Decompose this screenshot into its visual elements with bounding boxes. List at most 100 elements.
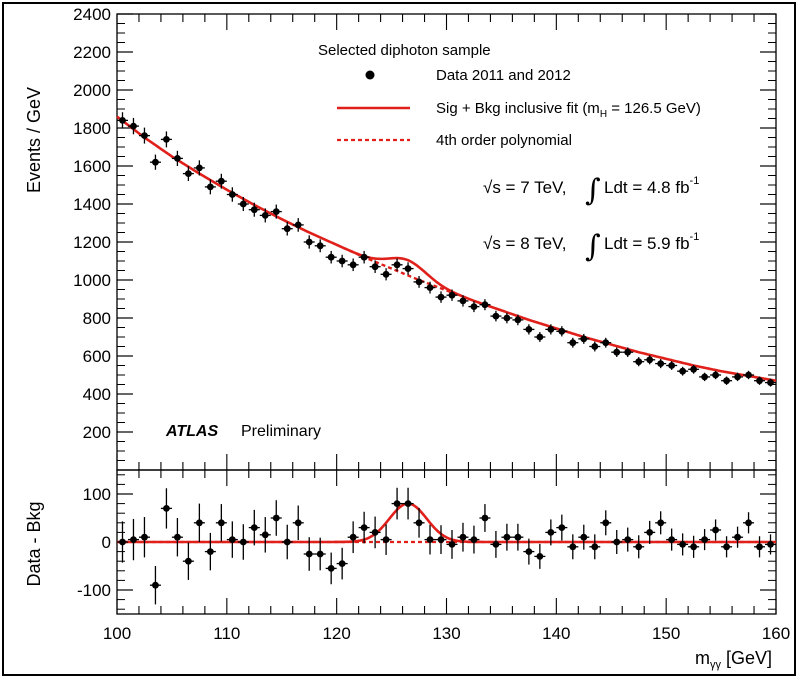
main-y-axis-title: Events / GeV — [24, 87, 44, 193]
residual-point-marker — [591, 543, 599, 551]
data-point-marker — [415, 278, 423, 286]
x-tick-label: 130 — [432, 624, 460, 643]
atlas-label: ATLAS — [165, 423, 218, 440]
data-point-marker — [305, 238, 313, 246]
residual-point-marker — [657, 519, 665, 527]
residual-point-marker — [239, 538, 247, 546]
residual-signal-line — [117, 502, 776, 544]
residual-point-marker — [580, 533, 588, 541]
lumi-annotation-8tev: √s = 8 TeV, ∫ Ldt = 5.9 fb-1 — [483, 229, 699, 264]
lumi-8tev-energy: √s = 8 TeV, — [483, 234, 567, 253]
main-panel: 200 400 600 800 1000 1200 1400 1600 1800 2000 2200… — [24, 5, 777, 471]
data-point-marker — [525, 326, 533, 333]
signal-plus-background-curve — [116, 115, 777, 382]
legend-data-label: Data 2011 and 2012 — [436, 67, 571, 84]
legend-bkg-label: 4th order polynomial — [436, 132, 572, 149]
data-point-marker — [437, 293, 445, 301]
residual-point-marker — [701, 536, 709, 543]
data-point-marker — [591, 343, 599, 350]
residual-point-marker — [756, 543, 763, 551]
data-point-marker — [382, 270, 390, 278]
main-y-ticks: 200 400 600 800 1000 1200 1400 1600 1800 2000 2200… — [73, 5, 776, 461]
data-point-marker — [514, 316, 522, 324]
residual-x-ticks: 100 110 120 130 140 150 160 — [103, 470, 790, 643]
legend: Selected diphoton sample Data 2011 and 2… — [318, 42, 701, 149]
residual-point-marker — [525, 548, 533, 555]
legend-data-marker — [365, 70, 375, 80]
residual-point-marker — [426, 536, 434, 543]
legend-fit-label-sub: H — [600, 109, 607, 120]
data-point-marker — [503, 314, 511, 322]
residual-panel: -100 0 100 100 110 120 130 140 150 160 Data - Bk… — [24, 469, 790, 671]
data-point-marker — [393, 261, 401, 269]
signal-plus-background-fit-line — [116, 115, 777, 382]
x-axis-title-sub: γγ — [710, 659, 722, 671]
legend-fit-label: Sig + Bkg inclusive fit (mH = 126.5 GeV) — [436, 100, 701, 120]
main-y-tick-label: 2000 — [73, 81, 111, 100]
data-point-marker — [580, 335, 588, 343]
data-point-marker — [327, 253, 335, 261]
residual-point-marker — [206, 548, 214, 555]
residual-point-marker — [360, 524, 368, 531]
residual-point-marker — [690, 543, 698, 551]
residual-point-marker — [569, 543, 577, 551]
residual-point-marker — [382, 536, 390, 543]
residual-point-marker — [217, 519, 225, 527]
residual-point-marker — [481, 514, 489, 522]
residual-point-marker — [734, 533, 741, 541]
main-y-tick-label: 400 — [83, 385, 111, 404]
residual-y-axis-title: Data - Bkg — [24, 501, 44, 586]
lumi-8tev-value: Ldt = 5.9 fb-1 — [604, 231, 699, 253]
x-axis-title-prefix: m — [695, 648, 710, 668]
residual-y-ticks: -100 0 100 — [77, 474, 776, 610]
main-y-tick-label: 200 — [83, 423, 111, 442]
data-point-marker — [558, 327, 566, 335]
residual-point-marker — [459, 533, 467, 541]
residual-point-marker — [536, 553, 544, 560]
residual-point-marker — [679, 541, 687, 548]
lumi-7tev-text: Ldt = 4.8 fb — [604, 178, 690, 197]
data-point-marker — [470, 303, 478, 310]
x-axis-title: mγγ [GeV] — [695, 648, 772, 671]
residual-point-marker — [437, 536, 445, 543]
data-point-marker — [130, 122, 137, 130]
data-point-marker — [701, 373, 709, 381]
residual-point-marker — [470, 536, 478, 543]
main-x-ticks — [116, 14, 777, 470]
data-point-marker — [646, 356, 654, 364]
residual-point-marker — [492, 541, 500, 548]
residual-point-marker — [613, 538, 621, 546]
residual-point-marker — [272, 514, 280, 522]
data-point-marker — [459, 297, 467, 305]
x-tick-label: 160 — [762, 624, 790, 643]
residual-point-marker — [646, 529, 654, 536]
residual-point-marker — [152, 581, 159, 589]
data-point-marker — [723, 377, 730, 385]
main-y-tick-label: 1800 — [73, 119, 111, 138]
data-point-marker — [657, 360, 665, 367]
residual-point-marker — [602, 519, 610, 527]
data-point-marker — [712, 371, 719, 379]
main-y-tick-label: 1400 — [73, 195, 111, 214]
data-point-marker — [404, 265, 412, 272]
data-point-marker — [163, 136, 170, 143]
main-y-tick-label: 1200 — [73, 233, 111, 252]
residual-point-marker — [338, 560, 346, 567]
residual-point-marker — [174, 533, 181, 541]
data-point-marker — [602, 339, 610, 347]
data-point-marker — [536, 333, 544, 341]
residual-point-marker — [668, 536, 676, 543]
residual-point-marker — [195, 519, 203, 527]
main-y-tick-label: 800 — [83, 309, 111, 328]
residual-signal-curve — [117, 502, 776, 544]
x-tick-label: 110 — [213, 624, 240, 643]
residual-point-marker — [294, 519, 302, 527]
data-point-marker — [668, 362, 676, 369]
residual-point-marker — [745, 519, 752, 527]
main-y-tick-label: 2200 — [73, 43, 111, 62]
data-point-marker — [217, 177, 225, 185]
residual-point-marker — [767, 541, 774, 548]
data-point-marker — [195, 164, 203, 172]
